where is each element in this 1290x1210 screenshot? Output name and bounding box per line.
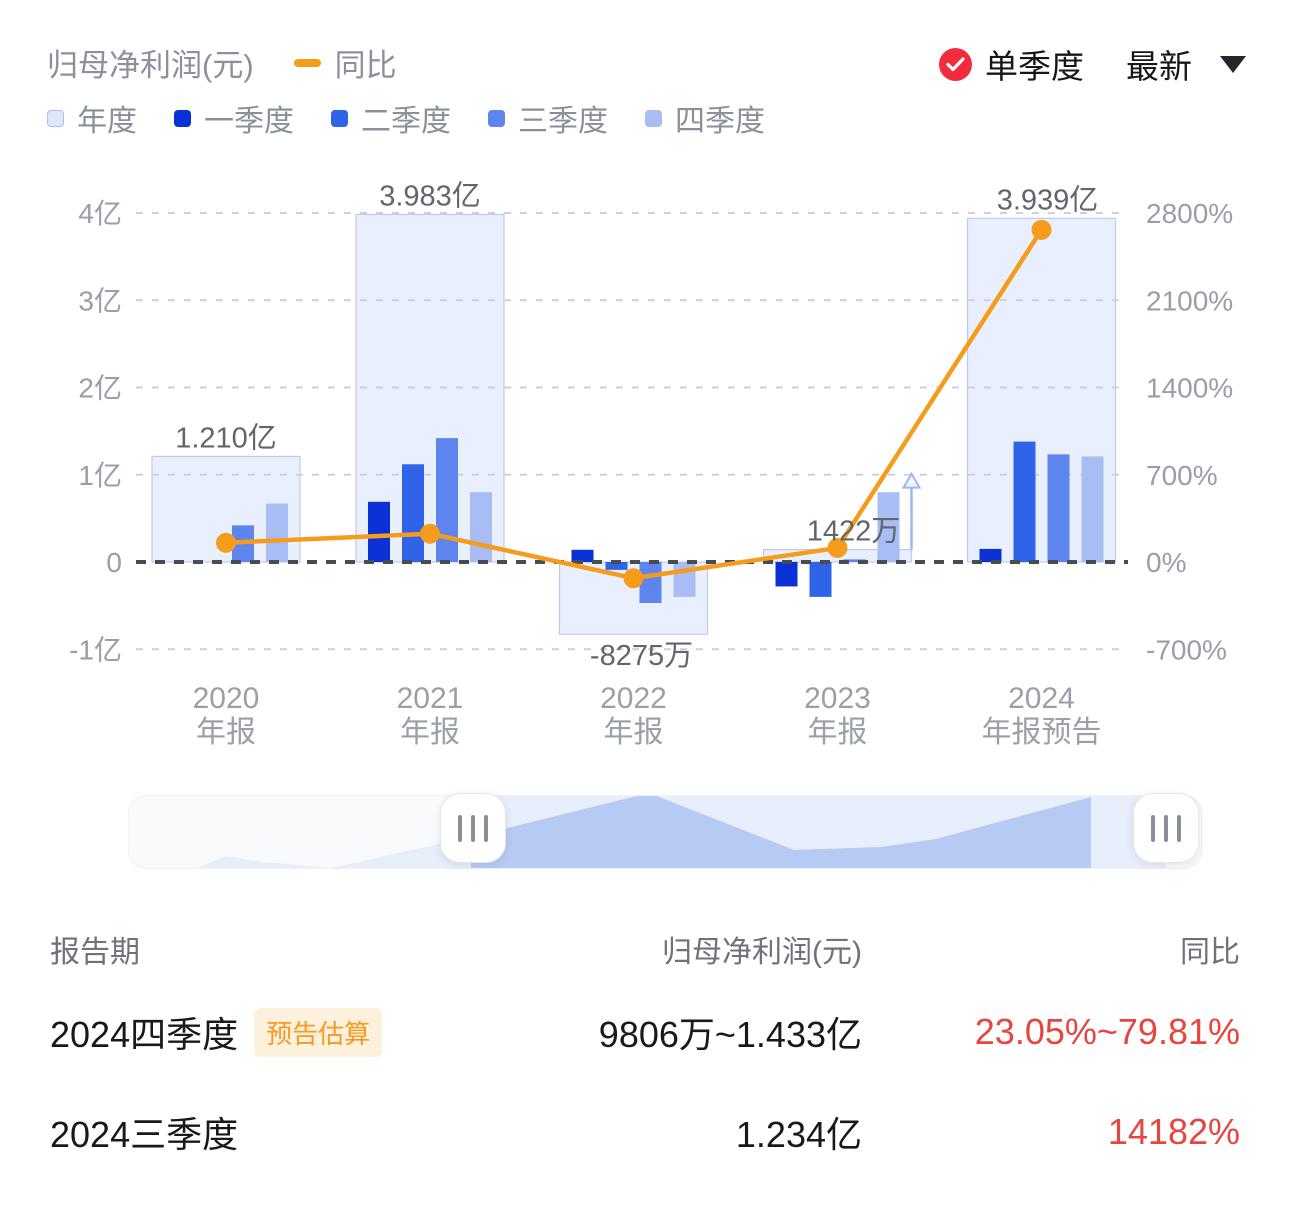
table-row[interactable]: 2024四季度 预告估算 9806万~1.433亿 23.05%~79.81% <box>50 982 1240 1082</box>
datazoom-right-handle[interactable] <box>1133 793 1199 863</box>
legend-swatch-icon <box>174 109 191 127</box>
legend-label: 四季度 <box>675 105 765 138</box>
bar-q3-2023[interactable] <box>843 559 866 562</box>
y-right-tick: 1400% <box>1146 373 1233 404</box>
bar-q4-2020[interactable] <box>266 503 288 562</box>
annual-value-label: 1.210亿 <box>175 421 277 454</box>
arrow-up-icon <box>901 471 922 489</box>
legend-item-q2[interactable]: 二季度 <box>331 96 451 140</box>
datazoom-mini-area <box>471 796 1091 868</box>
bar-q1-2021[interactable] <box>368 501 390 562</box>
yoy-line <box>223 227 1044 581</box>
y-right-tick: 700% <box>1146 460 1218 491</box>
bar-q2-2022[interactable] <box>605 562 628 570</box>
legend-swatch-icon <box>645 109 662 127</box>
row-period: 2024四季度 <box>50 1014 239 1055</box>
series-legend: 年度 一季度 二季度 三季度 四季度 <box>47 96 765 140</box>
bar-q4-2024[interactable] <box>1081 456 1104 562</box>
legend-item-annual[interactable]: 年度 <box>47 96 137 140</box>
y-left-tick: 0 <box>106 547 122 578</box>
x-label-2023[interactable]: 2023 年报 <box>804 682 871 749</box>
legend-label: 二季度 <box>361 105 451 138</box>
yoy-line-swatch-icon <box>293 58 321 67</box>
legend-swatch-icon <box>47 109 64 127</box>
chevron-down-icon[interactable] <box>1220 55 1246 73</box>
y-right-tick: 2800% <box>1146 198 1233 229</box>
chart-title-row: 归母净利润(元) 同比 <box>47 40 397 85</box>
row-profit-value: 9806万~1.433亿 <box>598 1014 862 1055</box>
bar-q2-2023[interactable] <box>809 562 832 597</box>
yoy-point-2021[interactable] <box>420 523 440 544</box>
col-header-profit: 归母净利润(元) <box>662 936 862 969</box>
bar-q3-2021[interactable] <box>436 438 458 562</box>
x-label-2021[interactable]: 2021 年报 <box>397 682 464 749</box>
x-label-2022[interactable]: 2022 年报 <box>600 682 667 749</box>
x-label-2024[interactable]: 2024 年报预告 <box>982 682 1102 749</box>
annual-value-label: -8275万 <box>590 640 693 672</box>
yoy-point-2020[interactable] <box>216 532 236 553</box>
y-left-tick: -1亿 <box>69 634 122 665</box>
y-left-tick: 2亿 <box>78 373 122 404</box>
profit-chart: 1.210亿 3.983亿 -8275万 1422万 3.939亿 4亿 3亿 2亿 1亿 0 -1… <box>69 179 1233 749</box>
chart-title: 归母净利润(元) <box>47 48 254 83</box>
bar-q3-2022[interactable] <box>639 562 662 604</box>
bar-q4-2023[interactable] <box>877 492 900 562</box>
yoy-point-2024[interactable] <box>1031 219 1052 240</box>
filter-row: 单季度 最新 <box>939 40 1246 88</box>
bar-q3-2024[interactable] <box>1047 454 1070 562</box>
y-left-tick: 4亿 <box>78 198 122 229</box>
legend-swatch-icon <box>331 109 348 127</box>
y-left-tick: 3亿 <box>78 285 122 316</box>
table-row[interactable]: 2024三季度 1.234亿 14182% <box>50 1082 1240 1182</box>
bar-q2-2024[interactable] <box>1013 441 1036 562</box>
report-table: 报告期 归母净利润(元) 同比 2024四季度 预告估算 9806万~1.433… <box>50 916 1240 1182</box>
legend-label: 一季度 <box>204 105 294 138</box>
forecast-badge: 预告估算 <box>254 1007 383 1057</box>
col-header-yoy: 同比 <box>1180 936 1240 969</box>
y-right-tick: 2100% <box>1146 285 1233 316</box>
datazoom-left-handle[interactable] <box>440 793 506 863</box>
row-period: 2024三季度 <box>50 1114 239 1155</box>
bar-q4-2021[interactable] <box>470 492 492 562</box>
bar-q1-2022[interactable] <box>571 549 594 562</box>
annual-value-label: 3.939亿 <box>997 183 1099 216</box>
annual-value-label: 1422万 <box>807 516 901 548</box>
y-left-tick: 1亿 <box>78 460 122 491</box>
bar-q2-2021[interactable] <box>402 464 424 562</box>
legend-swatch-icon <box>488 109 505 127</box>
x-label-2020[interactable]: 2020 年报 <box>193 682 260 749</box>
annual-value-label: 3.983亿 <box>379 179 481 212</box>
bar-q1-2024[interactable] <box>979 548 1002 562</box>
checked-icon[interactable] <box>939 47 972 81</box>
datazoom-track[interactable] <box>128 795 1202 869</box>
filter-latest[interactable]: 最新 <box>1126 48 1192 85</box>
row-profit-value: 1.234亿 <box>735 1114 862 1155</box>
row-yoy-value: 14182% <box>1107 1111 1240 1152</box>
legend-item-q1[interactable]: 一季度 <box>174 96 294 140</box>
yoy-point-2022[interactable] <box>623 568 644 589</box>
yoy-point-2023[interactable] <box>827 537 848 558</box>
col-header-period: 报告期 <box>50 936 140 969</box>
y-right-tick: 0% <box>1146 547 1186 578</box>
yoy-line-legend-label[interactable]: 同比 <box>334 48 397 83</box>
y-right-tick: -700% <box>1146 634 1227 665</box>
filter-single-quarter[interactable]: 单季度 <box>985 48 1084 85</box>
legend-item-q3[interactable]: 三季度 <box>488 96 608 140</box>
table-header: 报告期 归母净利润(元) 同比 <box>50 916 1240 982</box>
row-yoy-value: 23.05%~79.81% <box>974 1011 1240 1052</box>
legend-item-q4[interactable]: 四季度 <box>645 96 765 140</box>
bar-q1-2023[interactable] <box>775 562 798 587</box>
legend-label: 三季度 <box>518 105 608 138</box>
legend-label: 年度 <box>77 105 137 138</box>
